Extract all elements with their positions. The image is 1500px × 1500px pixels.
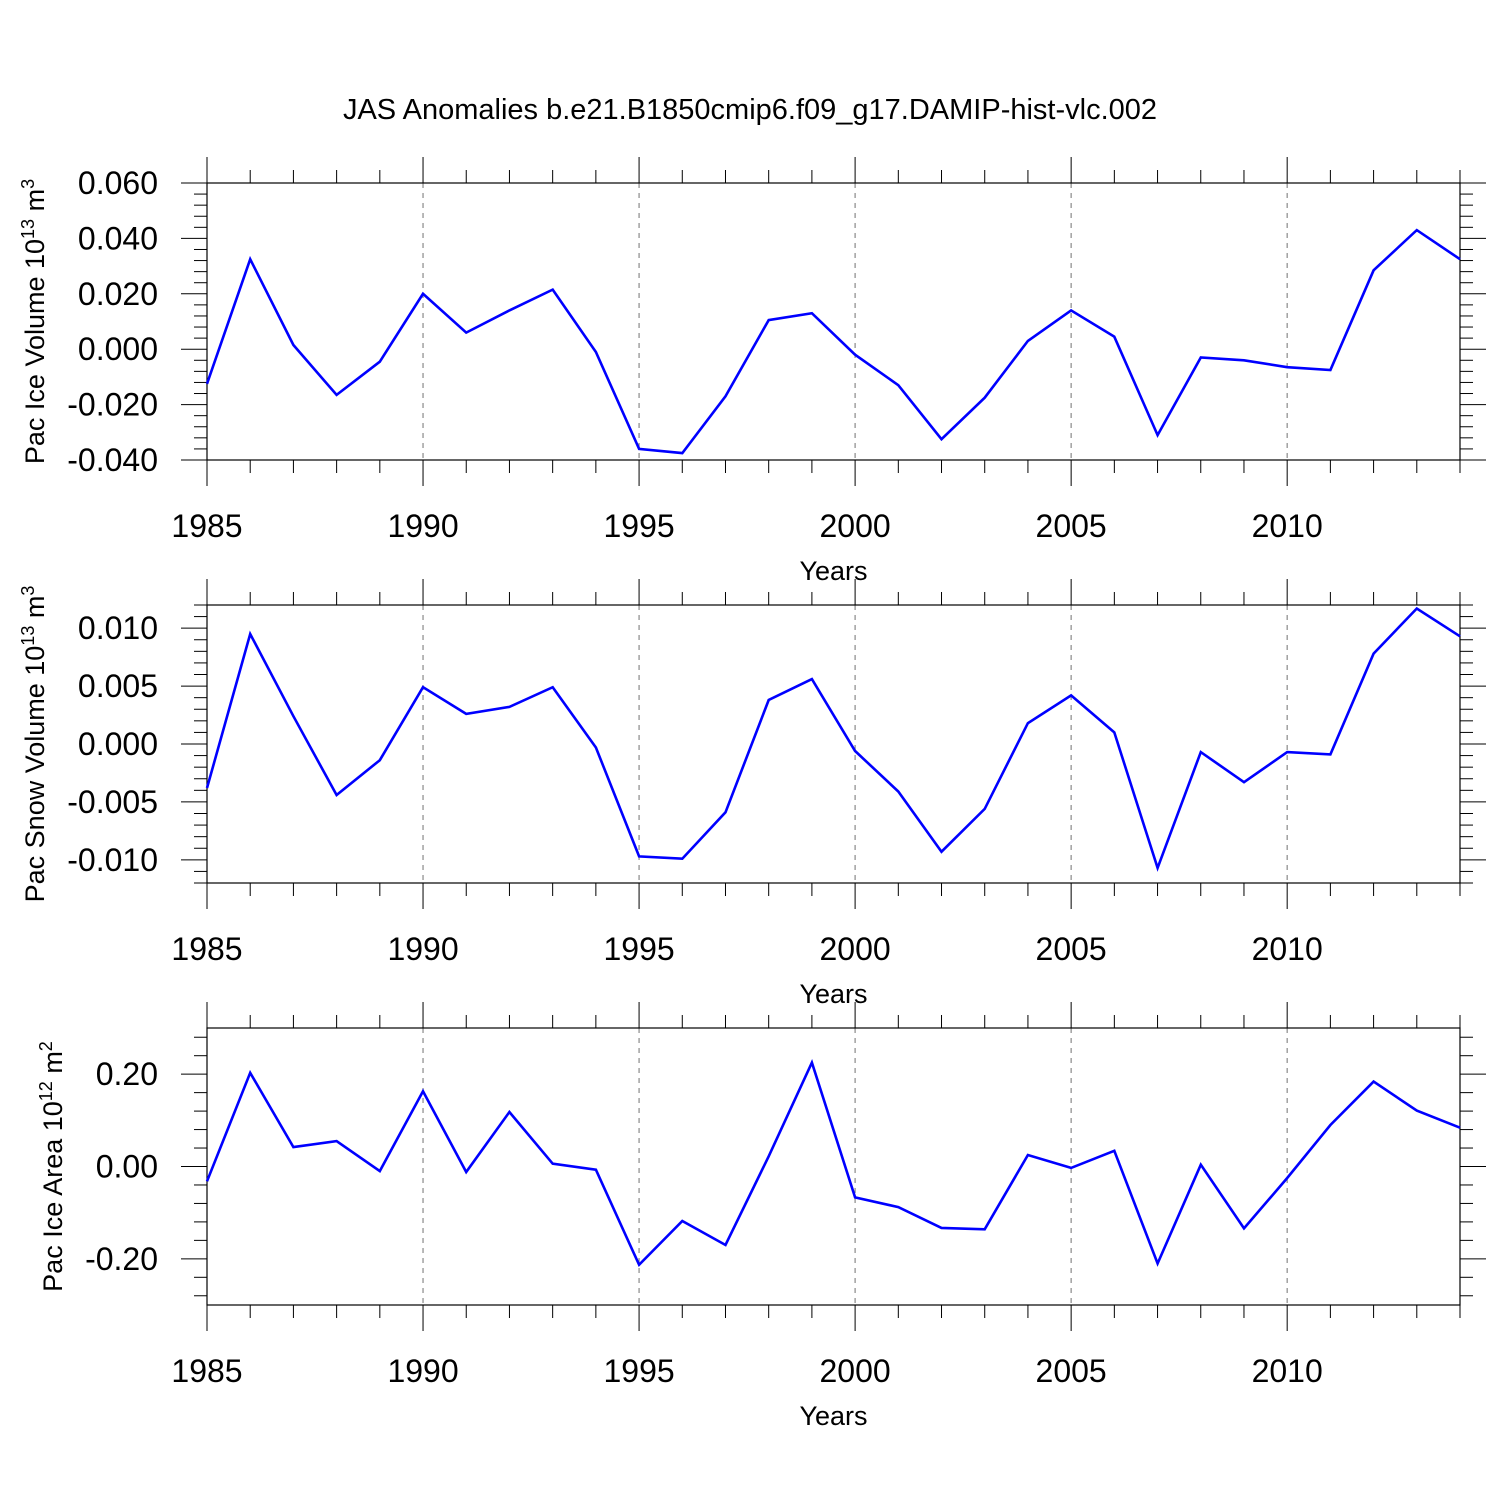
x-tick-label: 2000 [820,1353,891,1389]
x-tick-label: 2010 [1252,1353,1323,1389]
x-tick-label: 2000 [820,508,891,544]
x-tick-label: 2005 [1036,1353,1107,1389]
y-tick-label: 0.060 [78,165,158,201]
y-axis-label-exponent: 3 [18,586,38,596]
y-axis-label-text: m [20,596,50,626]
plot-frame [206,1027,1461,1306]
x-axis-label: Years [799,556,867,586]
y-tick-label: -0.020 [67,387,158,423]
x-tick-label: 1985 [171,508,242,544]
panel-1: -0.040 -0.020 0.000 0.020 0.040 0.060 1985 1990… [18,157,1486,586]
x-tick-label: 1990 [387,1353,458,1389]
x-tick-label: 1995 [603,508,674,544]
y-axis-label-exponent: 3 [18,179,38,189]
figure-title: JAS Anomalies b.e21.B1850cmip6.f09_g17.D… [343,94,1157,126]
x-axis-label: Years [799,1401,867,1431]
y-tick-label: 0.00 [96,1149,158,1185]
y-tick-label: 0.040 [78,220,158,256]
plot-frame [206,604,1461,884]
x-tick-label: 1995 [603,931,674,967]
x-tick-label: 1990 [387,931,458,967]
y-tick-label: -0.20 [85,1241,158,1277]
y-axis-label-exponent: 13 [18,219,38,239]
x-tick-label: 2010 [1252,931,1323,967]
y-axis-label-exponent: 13 [18,626,38,646]
x-axis-label: Years [799,979,867,1009]
y-tick-label: 0.010 [78,610,158,646]
panel-2: -0.010 -0.005 0.000 0.005 0.010 1985 1990 1995 2… [18,579,1486,1009]
y-axis-label-text: m [20,189,50,219]
series-line [205,228,1461,455]
y-tick-label: 0.000 [78,331,158,367]
x-tick-label: 1990 [387,508,458,544]
y-axis-label: Pac Snow Volume 1013 m3 [18,586,50,903]
y-axis-label: Pac Ice Volume 1013 m3 [18,179,50,464]
x-tick-label: 1985 [171,1353,242,1389]
y-axis-label-text: m [38,1051,68,1081]
y-axis-label-exponent: 12 [36,1081,56,1101]
y-axis-label-text: Pac Ice Volume 10 [20,239,50,464]
plot-frame [206,182,1461,461]
y-tick-label: 0.000 [78,726,158,762]
y-tick-label: -0.010 [67,842,158,878]
panel-3: -0.20 0.00 0.20 1985 1990 1995 2000 2005 2010 Yea… [36,1002,1486,1431]
x-tick-label: 2010 [1252,508,1323,544]
x-tick-label: 2000 [820,931,891,967]
x-tick-label: 1995 [603,1353,674,1389]
x-tick-label: 2005 [1036,931,1107,967]
series-line [205,1059,1461,1268]
y-axis-label: Pac Ice Area 1012 m2 [36,1041,68,1292]
y-tick-label: 0.005 [78,668,158,704]
y-axis-label-text: Pac Snow Volume 10 [20,646,50,903]
panels: -0.040 -0.020 0.000 0.020 0.040 0.060 1985 1990… [18,157,1486,1431]
y-axis-label-text: Pac Ice Area 10 [38,1101,68,1292]
x-tick-label: 1985 [171,931,242,967]
y-axis-label-exponent: 2 [36,1041,56,1051]
y-tick-label: -0.005 [67,784,158,820]
y-tick-label: -0.040 [67,442,158,478]
y-tick-label: 0.020 [78,276,158,312]
x-tick-label: 2005 [1036,508,1107,544]
y-tick-label: 0.20 [96,1056,158,1092]
series-line [205,606,1461,872]
